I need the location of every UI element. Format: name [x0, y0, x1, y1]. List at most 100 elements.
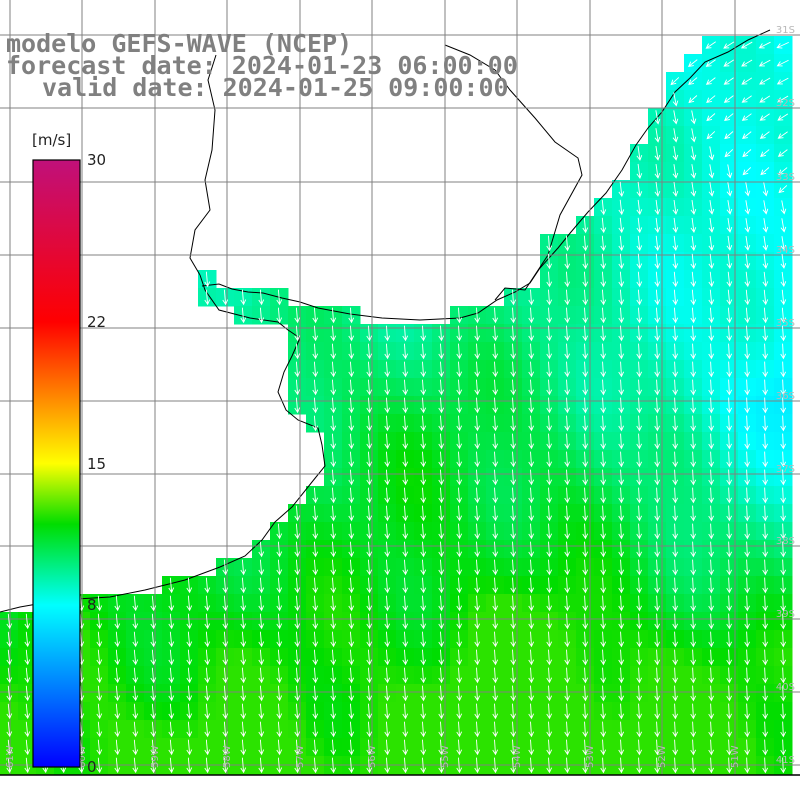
wind-arrow	[240, 631, 247, 648]
wind-arrow	[708, 559, 715, 576]
wind-arrow	[654, 433, 661, 450]
wind-arrow	[420, 757, 427, 774]
wind-arrow	[708, 739, 715, 756]
wind-arrow	[636, 181, 643, 197]
wind-arrow	[708, 469, 715, 486]
wind-arrow	[492, 469, 499, 486]
wind-arrow	[312, 559, 319, 576]
wind-arrow	[474, 703, 481, 720]
wind-arrow	[492, 433, 499, 450]
wind-arrow	[330, 523, 337, 540]
wind-arrow	[258, 595, 265, 612]
wind-arrow	[582, 703, 589, 720]
wind-arrow	[759, 95, 771, 103]
wind-arrow	[402, 433, 409, 450]
wind-arrow	[600, 469, 607, 486]
wind-arrow	[618, 379, 625, 396]
wind-arrow	[312, 721, 319, 738]
wind-arrow	[582, 325, 589, 342]
wind-arrow	[654, 163, 661, 179]
wind-arrow	[330, 487, 337, 504]
wind-arrow	[456, 595, 463, 612]
longitude-label: 58W	[222, 745, 233, 768]
wind-arrow	[744, 703, 751, 720]
wind-arrow	[780, 379, 787, 396]
wind-arrow	[330, 649, 337, 666]
wind-arrow	[420, 325, 427, 342]
wind-arrow	[762, 541, 769, 558]
wind-arrow	[582, 361, 589, 378]
wind-arrow	[600, 217, 607, 234]
wind-arrow	[510, 397, 517, 414]
wind-arrow	[744, 343, 751, 360]
wind-arrow	[348, 541, 355, 558]
wind-arrow	[708, 649, 715, 666]
colorbar-unit: [m/s]	[32, 131, 72, 149]
wind-arrow	[762, 469, 769, 486]
wind-arrow	[780, 487, 787, 504]
wind-arrow	[312, 415, 319, 432]
wind-arrow	[780, 703, 787, 720]
longitude-label: 51W	[730, 745, 741, 768]
latitude-label: 34S	[776, 245, 795, 256]
wind-arrow	[726, 182, 733, 197]
wind-arrow	[438, 577, 445, 594]
wind-arrow	[240, 757, 247, 774]
wind-arrow	[741, 59, 753, 67]
wind-arrow	[780, 559, 787, 576]
wind-arrow	[438, 469, 445, 486]
wind-arrow	[723, 41, 735, 49]
wind-arrow	[600, 757, 607, 774]
wind-arrow	[654, 397, 661, 414]
wind-arrow	[366, 469, 373, 486]
wind-arrow	[510, 649, 517, 666]
wind-arrow	[708, 487, 715, 504]
wind-arrow	[690, 253, 697, 270]
wind-arrow	[510, 415, 517, 432]
wind-arrow	[600, 667, 607, 684]
wind-arrow	[384, 415, 391, 432]
wind-arrow	[510, 613, 517, 630]
wind-arrow	[776, 41, 789, 49]
wind-arrow	[528, 397, 535, 414]
wind-arrow	[348, 361, 355, 378]
wind-arrow	[420, 451, 427, 468]
wind-arrow	[402, 325, 409, 342]
wind-arrow	[740, 41, 753, 49]
wind-arrow	[384, 631, 391, 648]
wind-arrow	[294, 523, 301, 540]
wind-arrow	[708, 235, 715, 251]
wind-arrow	[366, 451, 373, 468]
wind-arrow	[726, 164, 733, 179]
wind-arrow	[132, 721, 139, 738]
wind-arrow	[780, 631, 787, 648]
wind-arrow	[312, 343, 319, 360]
wind-arrow	[744, 559, 751, 576]
wind-arrow	[672, 361, 679, 378]
wind-arrow	[492, 595, 499, 612]
wind-arrow	[168, 613, 175, 630]
wind-arrow	[438, 721, 445, 738]
wind-arrow	[744, 649, 751, 666]
wind-arrow	[510, 307, 517, 324]
latitude-label: 35S	[776, 318, 795, 329]
wind-arrow	[762, 577, 769, 594]
wind-arrow	[600, 739, 607, 756]
wind-arrow	[528, 415, 535, 432]
wind-arrow	[456, 343, 463, 360]
wind-arrow	[24, 703, 31, 720]
wind-arrow	[564, 343, 571, 360]
wind-arrow	[726, 577, 733, 594]
wind-arrow	[114, 667, 121, 684]
wind-arrow	[690, 325, 697, 342]
wind-arrow	[744, 325, 751, 342]
wind-arrow	[6, 739, 13, 756]
wind-arrow	[582, 721, 589, 738]
wind-arrow	[510, 505, 517, 522]
wind-arrow	[240, 721, 247, 738]
wind-arrow	[348, 757, 355, 774]
wind-arrow	[582, 253, 589, 270]
wind-arrow	[420, 361, 427, 378]
wind-arrow	[402, 505, 409, 522]
wind-arrow	[582, 451, 589, 468]
